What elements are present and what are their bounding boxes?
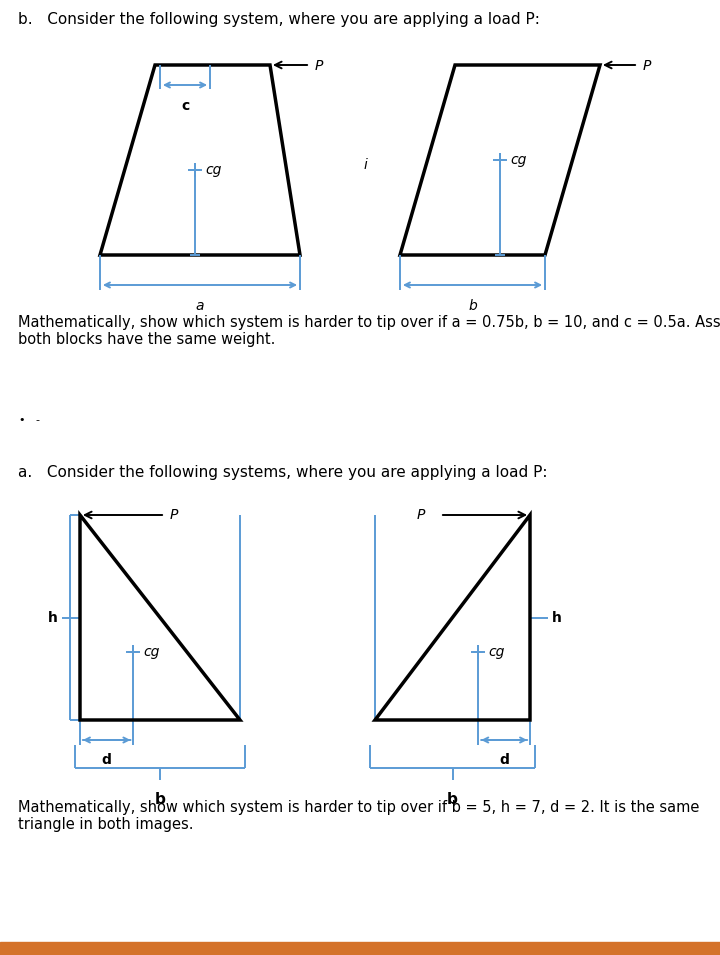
Text: cg: cg <box>488 645 505 659</box>
Text: c: c <box>181 99 189 113</box>
Text: d: d <box>499 753 509 767</box>
Text: cg: cg <box>510 153 526 167</box>
Text: -: - <box>35 415 39 425</box>
Bar <box>0 942 720 955</box>
Text: P: P <box>315 59 323 73</box>
Text: cg: cg <box>143 645 160 659</box>
Text: •: • <box>18 415 24 425</box>
Text: b: b <box>468 299 477 313</box>
Text: b.   Consider the following system, where you are applying a load P:: b. Consider the following system, where … <box>18 12 540 27</box>
Text: cg: cg <box>205 162 221 177</box>
Text: Mathematically, show which system is harder to tip over if a = 0.75b, b = 10, an: Mathematically, show which system is har… <box>18 315 720 348</box>
Text: h: h <box>48 610 58 625</box>
Text: P: P <box>170 508 179 522</box>
Text: P: P <box>417 508 425 522</box>
Text: b: b <box>447 792 458 807</box>
Text: d: d <box>102 753 112 767</box>
Text: a: a <box>196 299 204 313</box>
Text: i: i <box>363 158 367 172</box>
Text: h: h <box>552 610 562 625</box>
Text: b: b <box>155 792 166 807</box>
Text: a.   Consider the following systems, where you are applying a load P:: a. Consider the following systems, where… <box>18 465 547 480</box>
Text: Mathematically, show which system is harder to tip over if b = 5, h = 7, d = 2. : Mathematically, show which system is har… <box>18 800 699 833</box>
Text: P: P <box>643 59 652 73</box>
